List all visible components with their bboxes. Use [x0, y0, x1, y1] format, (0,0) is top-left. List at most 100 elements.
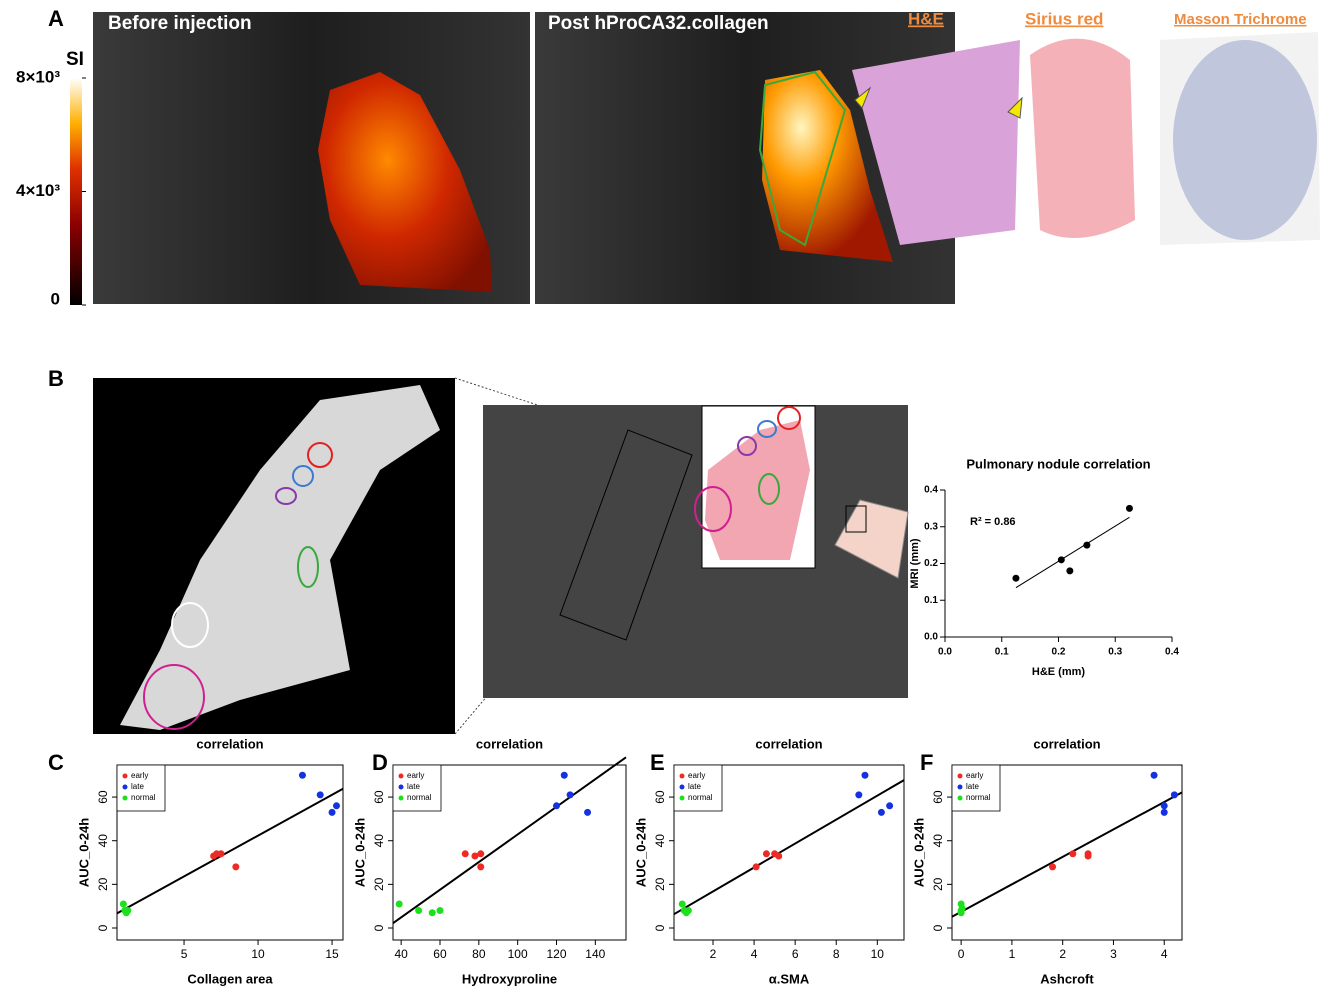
y-tick-label: 20	[931, 877, 945, 891]
x-tick-label: 0	[958, 947, 965, 961]
legend-label: normal	[966, 793, 991, 802]
point	[685, 907, 692, 914]
panel-label: F	[920, 750, 933, 775]
y-tick-label: 0.3	[924, 521, 938, 532]
x-axis-label: Collagen area	[187, 971, 273, 986]
colorbar-tick-label: 0	[51, 289, 60, 308]
point	[886, 802, 893, 809]
legend-marker	[123, 774, 128, 779]
legend-marker	[958, 785, 963, 790]
point	[763, 850, 770, 857]
point	[429, 909, 436, 916]
stain-label: Sirius red	[1025, 9, 1103, 28]
point	[396, 900, 403, 907]
point	[317, 791, 324, 798]
legend-label: late	[407, 782, 420, 791]
point	[878, 809, 885, 816]
x-tick-label: 0.4	[1165, 647, 1179, 658]
point	[1171, 791, 1178, 798]
y-tick-label: 40	[931, 834, 945, 848]
x-tick-label: 6	[792, 947, 799, 961]
point	[1083, 542, 1090, 549]
legend-marker	[123, 796, 128, 801]
colorbar-tick-label: 8×10³	[16, 67, 60, 86]
legend-marker	[958, 774, 963, 779]
y-tick-label: 40	[653, 834, 667, 848]
x-tick-label: 8	[833, 947, 840, 961]
x-tick-label: 1	[1009, 947, 1016, 961]
legend-marker	[958, 796, 963, 801]
point	[1049, 863, 1056, 870]
stain-label: H&E	[908, 9, 944, 28]
y-tick-label: 60	[96, 790, 110, 804]
chart-title: correlation	[196, 736, 263, 751]
x-axis-label: Hydroxyproline	[462, 971, 557, 986]
point	[679, 900, 686, 907]
legend-marker	[680, 774, 685, 779]
y-tick-label: 20	[653, 877, 667, 891]
colorbar	[70, 78, 82, 305]
point	[1069, 850, 1076, 857]
x-tick-label: 4	[751, 947, 758, 961]
histology	[1173, 40, 1317, 240]
fit-line	[1016, 517, 1130, 587]
legend-marker	[680, 785, 685, 790]
x-tick-label: 120	[546, 947, 566, 961]
y-axis-label: MRI (mm)	[909, 538, 921, 588]
y-tick-label: 0	[653, 924, 667, 931]
point	[584, 809, 591, 816]
x-tick-label: 0.2	[1052, 647, 1066, 658]
legend-marker	[680, 796, 685, 801]
panel-label: B	[48, 366, 64, 391]
point	[462, 850, 469, 857]
y-tick-label: 20	[96, 877, 110, 891]
point	[775, 852, 782, 859]
y-tick-label: 40	[372, 834, 386, 848]
mri-image	[483, 405, 908, 698]
y-tick-label: 0	[372, 924, 386, 931]
y-tick-label: 60	[653, 790, 667, 804]
y-tick-label: 0.2	[924, 558, 938, 569]
legend-label: late	[966, 782, 979, 791]
panel-label: A	[48, 6, 64, 31]
x-tick-label: 40	[394, 947, 408, 961]
x-axis-label: α.SMA	[769, 971, 810, 986]
x-tick-label: 80	[472, 947, 486, 961]
y-tick-label: 40	[96, 834, 110, 848]
point	[1161, 802, 1168, 809]
x-tick-label: 2	[710, 947, 717, 961]
x-tick-label: 10	[251, 947, 265, 961]
x-tick-label: 3	[1110, 947, 1117, 961]
panel-label: C	[48, 750, 64, 775]
histology	[1030, 39, 1135, 238]
point	[1085, 850, 1092, 857]
legend-label: normal	[688, 793, 713, 802]
y-tick-label: 0.4	[924, 485, 938, 496]
y-axis-label: AUC_0-24h	[352, 818, 367, 887]
chart-title: correlation	[755, 736, 822, 751]
legend-marker	[399, 796, 404, 801]
point	[299, 772, 306, 779]
x-tick-label: 60	[433, 947, 447, 961]
chart: correlationCollagen areaAUC_0-24h5101502…	[76, 736, 343, 986]
colorbar-tick-label: 4×10³	[16, 181, 60, 200]
y-tick-label: 60	[931, 790, 945, 804]
chart: Pulmonary nodule correlationH&E (mm)MRI …	[909, 456, 1179, 677]
chart: correlationHydroxyprolineAUC_0-24h406080…	[352, 736, 626, 986]
x-tick-label: 100	[508, 947, 528, 961]
y-tick-label: 0.0	[924, 632, 938, 643]
point	[1126, 505, 1133, 512]
colorbar-title: SI	[66, 49, 84, 70]
legend-label: early	[688, 771, 705, 780]
x-tick-label: 2	[1059, 947, 1066, 961]
legend-marker	[399, 774, 404, 779]
legend-marker	[123, 785, 128, 790]
point	[753, 863, 760, 870]
x-tick-label: 0.3	[1108, 647, 1122, 658]
point	[333, 802, 340, 809]
point	[218, 850, 225, 857]
point	[1012, 575, 1019, 582]
legend-label: early	[966, 771, 983, 780]
